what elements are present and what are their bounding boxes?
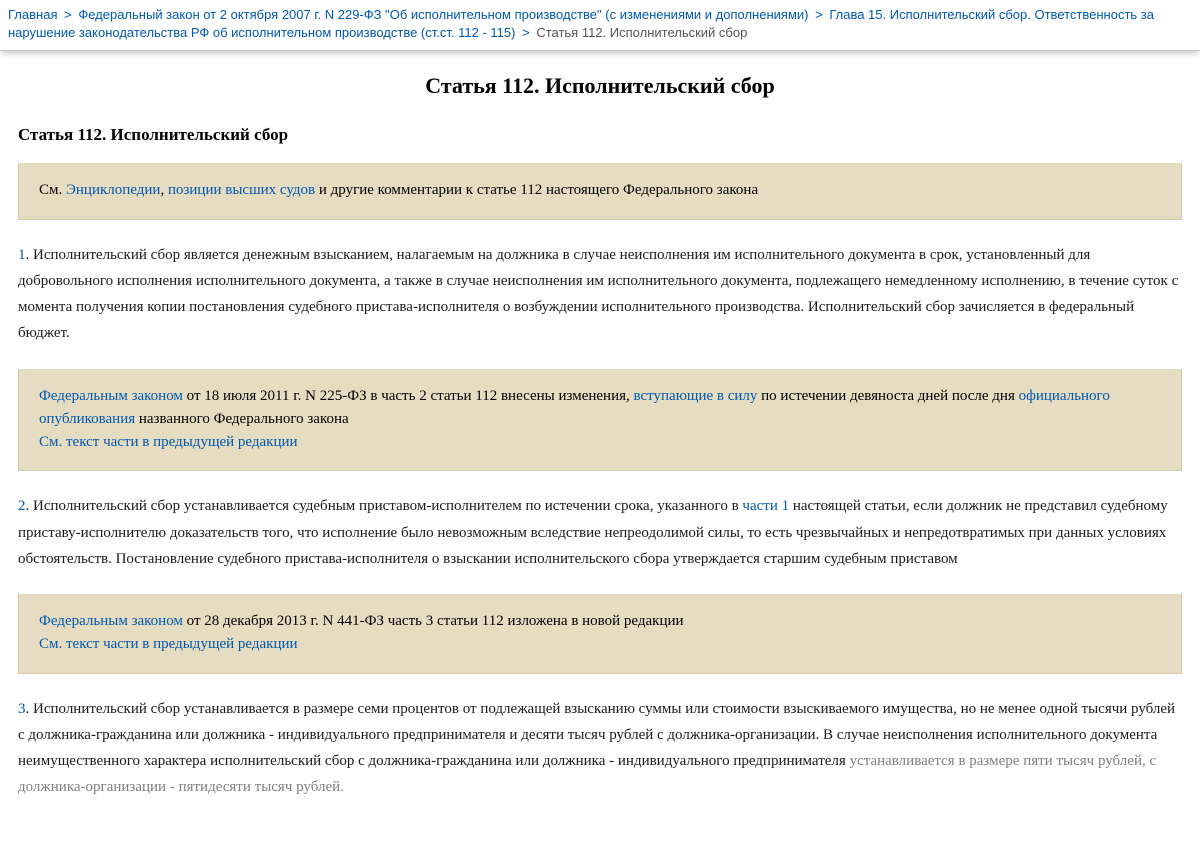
note-text: от 28 декабря 2013 г. N 441-ФЗ часть 3 с… (183, 613, 684, 629)
note-box-amendment-2: Федеральным законом от 28 декабря 2013 г… (18, 594, 1182, 674)
note-text: от 18 июля 2011 г. N 225-ФЗ в часть 2 ст… (183, 388, 634, 404)
breadcrumb-law[interactable]: Федеральный закон от 2 октября 2007 г. N… (78, 7, 808, 22)
para-number-3[interactable]: 3 (18, 701, 26, 717)
link-previous-edition-2[interactable]: См. текст части в предыдущей редакции (39, 636, 298, 652)
link-effective[interactable]: вступающие в силу (634, 388, 758, 404)
link-federal-law-2[interactable]: Федеральным законом (39, 613, 183, 629)
note-text: по истечении девяноста дней после дня (757, 388, 1018, 404)
paragraph-2: 2. Исполнительский сбор устанавливается … (18, 493, 1182, 572)
paragraph-3: 3. Исполнительский сбор устанавливается … (18, 696, 1182, 801)
breadcrumb-sep: > (64, 7, 72, 22)
note-box-amendment-1: Федеральным законом от 18 июля 2011 г. N… (18, 369, 1182, 472)
content-area: Статья 112. Исполнительский сбор Статья … (0, 73, 1200, 842)
para-text: . Исполнительский сбор является денежным… (18, 247, 1178, 342)
note-text: названного Федерального закона (135, 411, 349, 427)
para-text: . Исполнительский сбор устанавливается с… (26, 498, 743, 514)
breadcrumb-sep: > (522, 25, 530, 40)
breadcrumb: Главная > Федеральный закон от 2 октября… (0, 0, 1200, 51)
note-text: См. (39, 182, 66, 198)
link-encyclopedia[interactable]: Энциклопедии (66, 182, 160, 198)
para-number-1[interactable]: 1 (18, 247, 26, 263)
note-box-references: См. Энциклопедии, позиции высших судов и… (18, 163, 1182, 219)
breadcrumb-home[interactable]: Главная (8, 7, 57, 22)
link-previous-edition[interactable]: См. текст части в предыдущей редакции (39, 434, 298, 450)
paragraph-1: 1. Исполнительский сбор является денежны… (18, 242, 1182, 347)
breadcrumb-sep: > (815, 7, 823, 22)
note-text: и другие комментарии к статье 112 настоя… (315, 182, 758, 198)
link-part-1[interactable]: части 1 (742, 498, 789, 514)
para-number-2[interactable]: 2 (18, 498, 26, 514)
link-courts-positions[interactable]: позиции высших судов (168, 182, 315, 198)
note-text: , (160, 182, 168, 198)
page-title: Статья 112. Исполнительский сбор (18, 73, 1182, 99)
link-federal-law[interactable]: Федеральным законом (39, 388, 183, 404)
breadcrumb-current: Статья 112. Исполнительский сбор (536, 25, 747, 40)
article-subtitle: Статья 112. Исполнительский сбор (18, 125, 1182, 145)
